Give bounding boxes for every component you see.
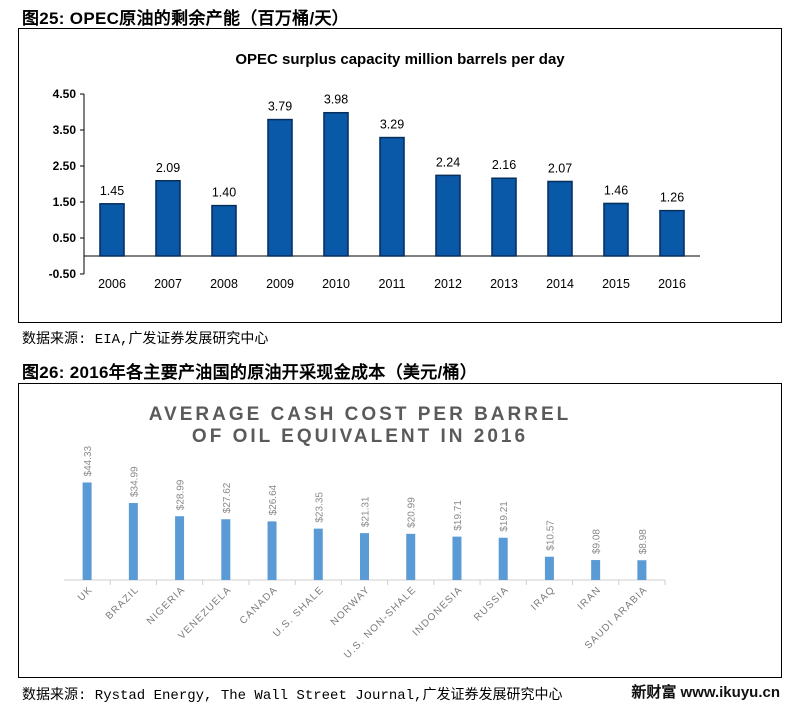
chart1-bar — [435, 174, 461, 257]
chart1-ytick-label: 0.50 — [53, 231, 77, 245]
chart1-bar — [547, 180, 573, 257]
chart2-x-label: NIGERIA — [145, 584, 188, 627]
chart2-bar — [544, 556, 554, 580]
chart2-data-label: $28.99 — [176, 479, 187, 510]
figure26-left-rule — [18, 383, 19, 677]
chart1-data-label: 3.79 — [268, 100, 292, 114]
chart1-data-label: 2.09 — [156, 161, 180, 175]
chart2-bar — [175, 516, 185, 580]
chart2-bar — [82, 482, 92, 580]
chart2-bar — [128, 503, 138, 580]
chart2-bar — [591, 560, 601, 580]
chart1-x-label: 2016 — [658, 277, 686, 291]
chart1-bar — [211, 204, 237, 257]
chart1-bar — [155, 180, 181, 257]
chart2-bar — [360, 533, 369, 580]
figure26-right-rule — [781, 383, 782, 677]
chart2-x-label: IRAQ — [529, 584, 557, 612]
chart1-bar — [99, 203, 125, 257]
chart1-data-label: 2.07 — [548, 161, 572, 175]
chart1-bar — [491, 177, 517, 257]
chart1-x-label: 2013 — [490, 277, 518, 291]
figure25-bottom-rule — [18, 322, 782, 323]
chart2-data-label: $10.57 — [545, 520, 556, 551]
chart2-x-label: IRAN — [576, 584, 604, 612]
chart2-bar — [406, 533, 416, 580]
chart1-bar — [379, 136, 405, 257]
chart2-x-label: UK — [76, 584, 95, 603]
chart1-data-label: 1.46 — [604, 183, 628, 197]
chart2-x-label: CANADA — [238, 584, 280, 626]
chart1-bar — [267, 118, 293, 257]
chart1-ytick-label: 3.50 — [53, 123, 77, 137]
chart1-x-label: 2010 — [322, 277, 350, 291]
chart2-bar — [267, 521, 277, 580]
chart2-data-label: $9.08 — [592, 529, 603, 554]
figure26-caption: 图26: 2016年各主要产油国的原油开采现金成本（美元/桶） — [22, 363, 478, 382]
chart1-bar — [323, 111, 349, 257]
chart1-ytick-label: 2.50 — [53, 159, 77, 173]
chart2-title-line2: OF OIL EQUIVALENT IN 2016 — [192, 426, 528, 447]
chart2-data-label: $23.35 — [314, 492, 325, 523]
chart1-bar — [659, 209, 685, 257]
figure25-right-rule — [781, 28, 782, 322]
figure26-top-rule — [18, 383, 782, 384]
chart1-ytick-label: 1.50 — [53, 195, 77, 209]
chart1-x-label: 2008 — [210, 277, 238, 291]
figure25-caption: 图25: OPEC原油的剩余产能（百万桶/天） — [22, 9, 350, 28]
figure25-left-rule — [18, 28, 19, 322]
chart2-x-label: NORWAY — [329, 584, 373, 628]
chart1-bar — [603, 202, 629, 257]
chart2-data-label: $26.64 — [268, 484, 279, 515]
watermark: 新财富 www.ikuyu.cn — [631, 684, 780, 701]
chart2-data-label: $20.99 — [407, 497, 418, 528]
figure25-top-rule — [18, 28, 782, 29]
chart2-data-label: $44.33 — [83, 445, 94, 476]
chart1-data-label: 1.40 — [212, 186, 236, 200]
chart1-data-label: 3.29 — [380, 118, 404, 132]
chart2-bar — [498, 537, 508, 580]
chart1-x-label: 2007 — [154, 277, 182, 291]
chart1-data-label: 2.16 — [492, 158, 516, 172]
chart1-data-label: 2.24 — [436, 155, 460, 169]
chart1-title: OPEC surplus capacity million barrels pe… — [235, 51, 565, 68]
chart1-data-label: 3.98 — [324, 93, 348, 107]
chart2-data-label: $19.71 — [453, 500, 464, 531]
chart2-bar — [313, 528, 323, 580]
chart2-x-label: INDONESIA — [411, 584, 465, 638]
chart1-x-label: 2012 — [434, 277, 462, 291]
chart1-data-label: 1.26 — [660, 191, 684, 205]
chart2-data-label: $8.98 — [638, 529, 649, 554]
chart2-data-label: $21.31 — [361, 496, 372, 527]
chart1-x-label: 2006 — [98, 277, 126, 291]
chart1-ytick-label: -0.50 — [49, 267, 77, 281]
chart2-data-label: $27.62 — [222, 482, 233, 513]
chart1-x-label: 2011 — [379, 277, 406, 291]
chart2-x-label: BRAZIL — [104, 584, 142, 622]
chart2-data-label: $19.21 — [499, 501, 510, 532]
figure25-source: 数据来源: EIA,广发证券发展研究中心 — [22, 332, 269, 348]
chart2-bar — [221, 519, 231, 580]
chart1-x-label: 2014 — [546, 277, 574, 291]
chart2-title-line1: AVERAGE CASH COST PER BARREL — [149, 404, 572, 425]
chart2-data-label: $34.99 — [129, 466, 140, 497]
chart1-ytick-label: 4.50 — [53, 87, 77, 101]
chart2-bar — [452, 536, 462, 580]
chart1-x-label: 2009 — [266, 277, 294, 291]
chart2-bar — [637, 560, 647, 580]
figure26-source: 数据来源: Rystad Energy, The Wall Street Jou… — [22, 688, 563, 704]
chart2-x-label: RUSSIA — [472, 584, 511, 623]
chart1-data-label: 1.45 — [100, 184, 124, 198]
figure26-bottom-rule — [18, 677, 782, 678]
chart1-x-label: 2015 — [602, 277, 630, 291]
